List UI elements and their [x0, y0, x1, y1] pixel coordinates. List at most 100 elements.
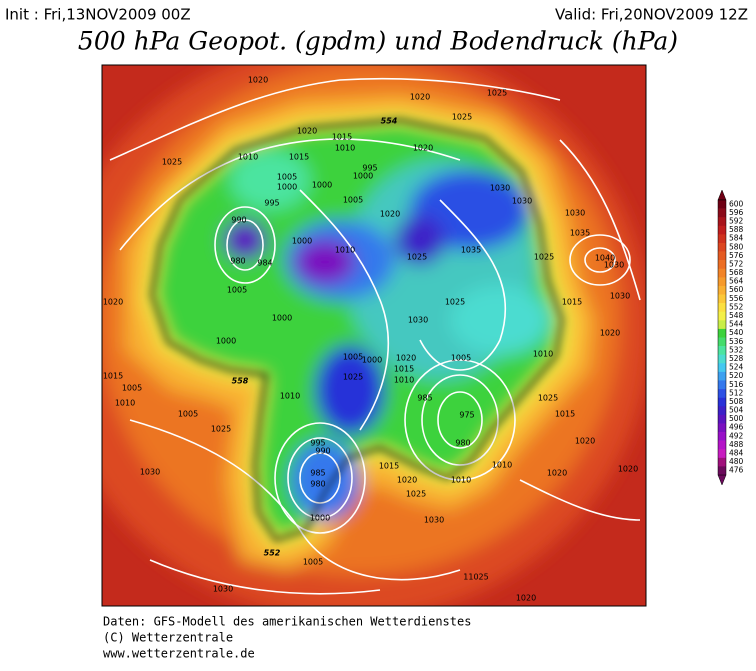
colorbar-label: 572	[729, 259, 744, 268]
contour-label: 1020	[618, 465, 638, 474]
contour-label: 1025	[407, 253, 427, 262]
colorbar-swatch	[718, 328, 726, 338]
contour-label: 1010	[492, 461, 512, 470]
contour-label: 985	[310, 469, 325, 478]
colorbar-swatch	[718, 363, 726, 373]
colorbar-swatch	[718, 242, 726, 252]
colorbar-swatch	[718, 225, 726, 235]
contour-label: 1015	[394, 365, 414, 374]
footer-line: Daten: GFS-Modell des amerikanischen Wet…	[103, 615, 471, 629]
contour-label: 1010	[451, 476, 471, 485]
colorbar-swatch	[718, 371, 726, 381]
colorbar-swatch	[718, 432, 726, 441]
colorbar-label: 488	[729, 440, 744, 449]
isobars	[109, 77, 641, 595]
contour-label: 1010	[335, 144, 355, 153]
contour-label: 990	[315, 447, 330, 456]
contour-label: 1035	[570, 229, 590, 238]
contour-label: 1000	[353, 172, 373, 181]
contour-label: 1025	[162, 158, 182, 167]
colorbar-swatch	[718, 208, 726, 218]
colorbar-label: 516	[729, 380, 744, 389]
contour-label: 1020	[103, 298, 123, 307]
contour-label: 990	[231, 216, 246, 225]
contour-label: 1025	[538, 394, 558, 403]
contour-label: 1020	[516, 594, 536, 603]
colorbar-swatch	[718, 311, 726, 321]
contour-label: 1030	[213, 585, 233, 594]
contour-label: 1010	[335, 246, 355, 255]
colorbar-tip	[717, 474, 727, 486]
colorbar: 6005965925885845805765725685645605565525…	[717, 189, 744, 486]
contour-label: 552	[264, 549, 281, 558]
colorbar-label: 500	[729, 414, 744, 423]
colorbar-label: 596	[729, 208, 744, 217]
contour-label: 1040	[595, 254, 615, 263]
colorbar-label: 580	[729, 242, 744, 251]
colorbar-label: 588	[729, 225, 744, 234]
colorbar-label: 548	[729, 311, 744, 320]
contour-label: 1010	[238, 153, 258, 162]
colorbar-swatch	[718, 217, 726, 227]
valid-time: Valid: Fri,20NOV2009 12Z	[555, 6, 748, 24]
contour-label: 1015	[379, 462, 399, 471]
colorbar-label: 504	[729, 406, 744, 415]
contour-label: 975	[459, 411, 474, 420]
contour-label: 1015	[555, 410, 575, 419]
colorbar-label: 560	[729, 285, 744, 294]
colorbar-swatch	[718, 260, 726, 270]
colorbar-tip	[717, 189, 727, 201]
contour-label: 1000	[277, 183, 297, 192]
contour-label: 1025	[343, 373, 363, 382]
contour-label: 1020	[547, 469, 567, 478]
colorbar-label: 528	[729, 354, 744, 363]
footer-line: (C) Wetterzentrale	[103, 631, 233, 645]
colorbar-swatch	[718, 294, 726, 304]
contour-label: 1030	[610, 292, 630, 301]
contour-label: 1010	[115, 399, 135, 408]
colorbar-swatch	[718, 277, 726, 287]
contour-552	[150, 118, 564, 542]
colorbar-label: 480	[729, 457, 744, 466]
colorbar-label: 496	[729, 423, 744, 432]
colorbar-swatch	[718, 414, 726, 424]
contour-label: 995	[362, 164, 377, 173]
contour-label: 985	[417, 394, 432, 403]
colorbar-swatch	[718, 234, 726, 244]
contour-label: 1015	[562, 298, 582, 307]
colorbar-swatch	[718, 320, 726, 330]
colorbar-swatch	[718, 200, 726, 209]
contour-label: 1025	[452, 113, 472, 122]
colorbar-swatch	[718, 346, 726, 355]
contour-label: 1020	[248, 76, 268, 85]
colorbar-label: 584	[729, 234, 744, 243]
colorbar-label: 532	[729, 345, 744, 354]
contour-label: 1020	[575, 437, 595, 446]
colorbar-swatch	[718, 303, 726, 313]
contour-label: 554	[381, 117, 398, 126]
colorbar-label: 520	[729, 371, 744, 380]
init-time: Init : Fri,13NOV2009 00Z	[5, 6, 191, 24]
colorbar-swatch	[718, 285, 726, 295]
contour-label: 1015	[103, 372, 123, 381]
colorbar-swatch	[718, 423, 726, 433]
colorbar-swatch	[718, 380, 726, 390]
colorbar-label: 540	[729, 328, 744, 337]
contour-label: 1020	[297, 127, 317, 136]
contour-label: 984	[257, 259, 272, 268]
contour-label: 1005	[227, 286, 247, 295]
colorbar-label: 484	[729, 449, 744, 458]
colorbar-label: 524	[729, 363, 744, 372]
contour-label: 1030	[408, 316, 428, 325]
contour-label: 1000	[216, 337, 236, 346]
map-frame	[101, 64, 647, 607]
contour-label: 1005	[122, 384, 142, 393]
contour-label: 1025	[406, 490, 426, 499]
contour-label: 1015	[289, 153, 309, 162]
contour-label: 1025	[445, 298, 465, 307]
colorbar-swatch	[718, 406, 726, 416]
contour-label: 1025	[211, 425, 231, 434]
contour-label: 1000	[272, 314, 292, 323]
contour-label: 1030	[424, 516, 444, 525]
